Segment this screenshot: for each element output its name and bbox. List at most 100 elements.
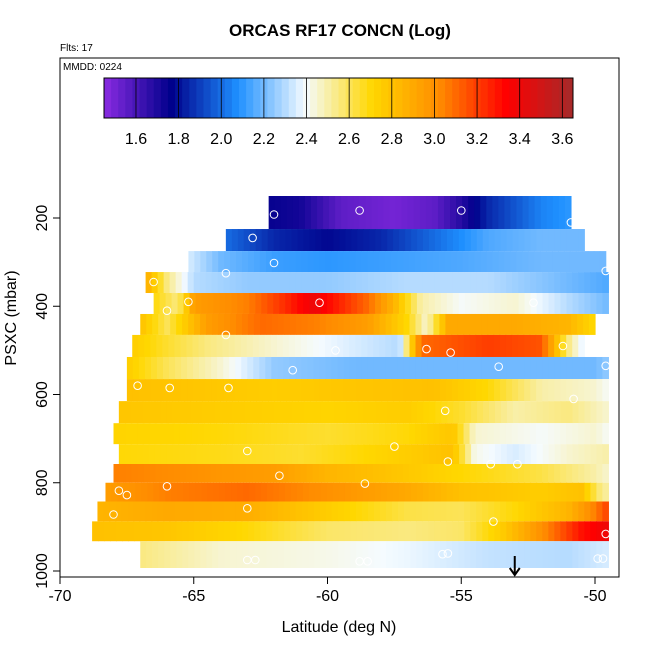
heatmap-cell (220, 401, 227, 424)
heatmap-cell (286, 444, 293, 464)
heatmap-cell (127, 501, 135, 522)
heatmap-cell (416, 482, 424, 502)
heatmap-cell (421, 313, 429, 335)
heatmap-cell (207, 482, 214, 502)
heatmap-cell (216, 464, 223, 483)
heatmap-cell (487, 313, 494, 335)
heatmap-cell (437, 196, 445, 230)
heatmap-cell (403, 334, 411, 357)
heatmap-cell (379, 272, 387, 294)
heatmap-cell (465, 401, 472, 424)
heatmap-cell (522, 251, 529, 273)
heatmap-cell (385, 356, 393, 380)
heatmap-cell (529, 464, 537, 483)
heatmap-cell (542, 501, 549, 522)
heatmap-cell (572, 521, 579, 542)
heatmap-cell (337, 334, 344, 357)
heatmap-cell (134, 521, 141, 542)
heatmap-cell (584, 401, 592, 424)
heatmap-cell (602, 464, 609, 483)
heatmap-cell (283, 501, 291, 522)
heatmap-cell (159, 482, 166, 502)
heatmap-cell (373, 334, 380, 357)
heatmap-cell (158, 313, 165, 335)
heatmap-cell (276, 334, 284, 357)
heatmap-cell (252, 423, 259, 445)
heatmap-cell (303, 401, 311, 424)
heatmap-cell (181, 356, 188, 380)
heatmap-cell (242, 251, 249, 273)
heatmap-cell (523, 313, 530, 335)
heatmap-cell (264, 334, 272, 357)
heatmap-cell (408, 251, 416, 273)
heatmap-cell (404, 482, 412, 502)
x-tick-label: -60 (316, 588, 339, 605)
heatmap-cell (351, 229, 358, 252)
heatmap-cell (156, 356, 164, 380)
heatmap-cell (210, 464, 217, 483)
heatmap-cell (283, 379, 290, 402)
heatmap-cell (506, 293, 514, 314)
heatmap-cell (283, 251, 291, 273)
heatmap-cell (148, 401, 156, 424)
heatmap-cell (276, 464, 284, 483)
heatmap-cell (244, 401, 251, 424)
heatmap-cell (474, 196, 481, 230)
heatmap-cell (590, 293, 597, 314)
heatmap-cell (326, 541, 333, 568)
heatmap-cell (391, 423, 398, 445)
heatmap-cell (441, 401, 448, 424)
heatmap-cell (143, 464, 151, 483)
heatmap-cell (267, 229, 275, 252)
heatmap-cell (138, 334, 145, 357)
heatmap-cell (560, 423, 567, 445)
colorbar-swatch (523, 78, 531, 118)
heatmap-cell (210, 334, 218, 357)
heatmap-cell (566, 229, 573, 252)
heatmap-cell (427, 379, 435, 402)
heatmap-cell (350, 521, 357, 542)
heatmap-cell (325, 501, 333, 522)
heatmap-cell (267, 293, 274, 314)
heatmap-cell (264, 464, 272, 483)
heatmap-cell (498, 196, 506, 230)
heatmap-cell (494, 482, 502, 502)
heatmap-cell (288, 423, 296, 445)
heatmap-cell (565, 313, 572, 335)
sample-marker (221, 268, 231, 278)
heatmap-cell (569, 251, 577, 273)
heatmap-cell (391, 334, 399, 357)
heatmap-cell (369, 444, 377, 464)
heatmap-cell (186, 334, 194, 357)
heatmap-cell (331, 272, 339, 294)
heatmap-cell (385, 251, 392, 273)
colorbar-frame (103, 77, 574, 119)
heatmap-cell (349, 334, 356, 357)
heatmap-cell (307, 334, 314, 357)
heatmap-cell (206, 313, 213, 335)
heatmap-cell (462, 196, 469, 230)
sample-marker (494, 362, 504, 372)
heatmap-cell (230, 541, 237, 568)
heatmap-cell (421, 379, 429, 402)
heatmap-cell (590, 379, 597, 402)
heatmap-cell (463, 423, 471, 445)
heatmap-cell (584, 423, 591, 445)
heatmap-cell (429, 444, 436, 464)
heatmap-cell (289, 272, 297, 294)
heatmap-cell (184, 444, 192, 464)
colorbar-swatch (139, 78, 148, 118)
heatmap-cell (578, 334, 585, 357)
heatmap-cell (457, 464, 465, 483)
heatmap-cell (253, 356, 260, 380)
heatmap-cell (483, 401, 490, 424)
heatmap-cell (224, 521, 231, 542)
heatmap-cell (253, 272, 261, 294)
heatmap-cell (174, 334, 182, 357)
heatmap-cell (469, 379, 477, 402)
heatmap-cell (528, 196, 536, 230)
heatmap-cell (345, 401, 353, 424)
heatmap-cell (552, 196, 560, 230)
heatmap-cell (240, 464, 247, 483)
colorbar-tick-label: 3.4 (509, 131, 531, 148)
